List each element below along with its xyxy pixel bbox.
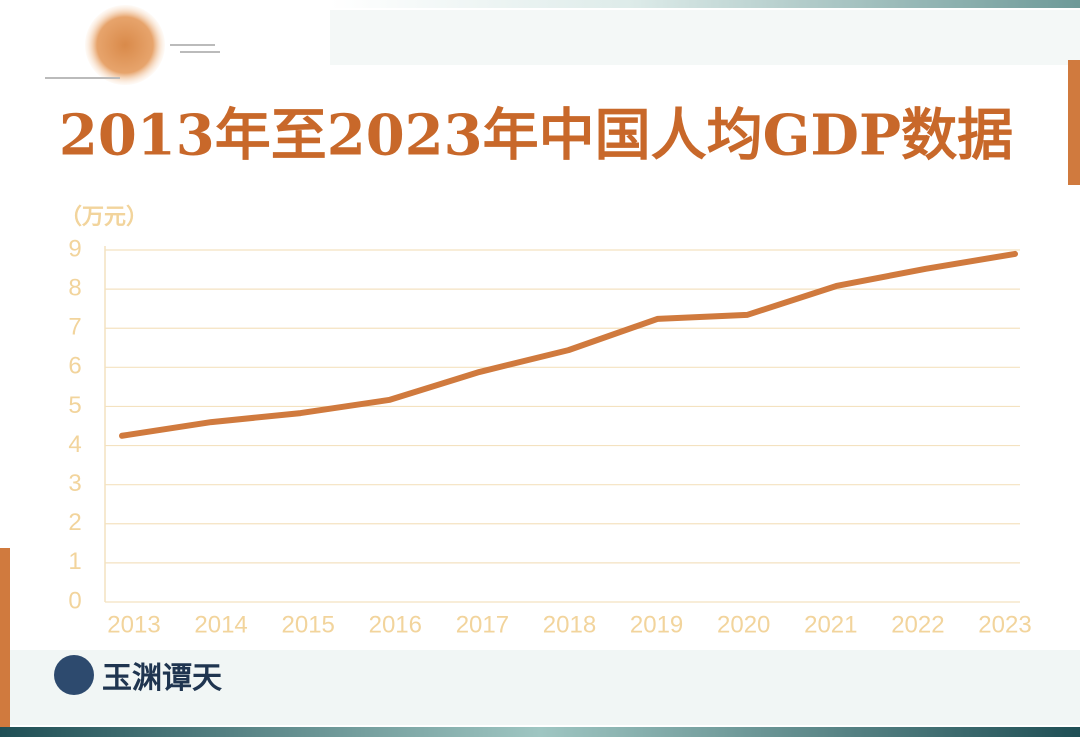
y-axis-label: （万元） <box>60 205 148 230</box>
y-tick-label: 2 <box>68 509 81 536</box>
y-tick-label: 9 <box>68 235 81 262</box>
y-tick-label: 1 <box>68 548 81 575</box>
x-tick-label: 2013 <box>107 611 160 638</box>
x-tick-label: 2017 <box>456 611 509 638</box>
x-tick-label: 2018 <box>543 611 596 638</box>
y-tick-label: 0 <box>68 587 81 614</box>
x-tick-label: 2021 <box>804 611 857 638</box>
x-tick-label: 2016 <box>369 611 422 638</box>
y-tick-label: 6 <box>68 353 81 380</box>
y-tick-label: 5 <box>68 392 81 419</box>
y-tick-label: 7 <box>68 314 81 341</box>
x-tick-label: 2015 <box>282 611 335 638</box>
brand: 玉渊谭天 <box>102 661 222 696</box>
x-tick-label: 2014 <box>194 611 247 638</box>
x-tick-label: 2023 <box>978 611 1031 638</box>
chart-title: 2013年至2023年中国人均GDP数据 <box>59 103 1013 169</box>
y-tick-label: 4 <box>68 431 81 458</box>
x-tick-label: 2020 <box>717 611 770 638</box>
x-tick-label: 2022 <box>891 611 944 638</box>
y-tick-label: 8 <box>68 274 81 301</box>
data-line <box>119 250 1018 439</box>
x-tick-label: 2019 <box>630 611 683 638</box>
y-tick-label: 3 <box>68 470 81 497</box>
